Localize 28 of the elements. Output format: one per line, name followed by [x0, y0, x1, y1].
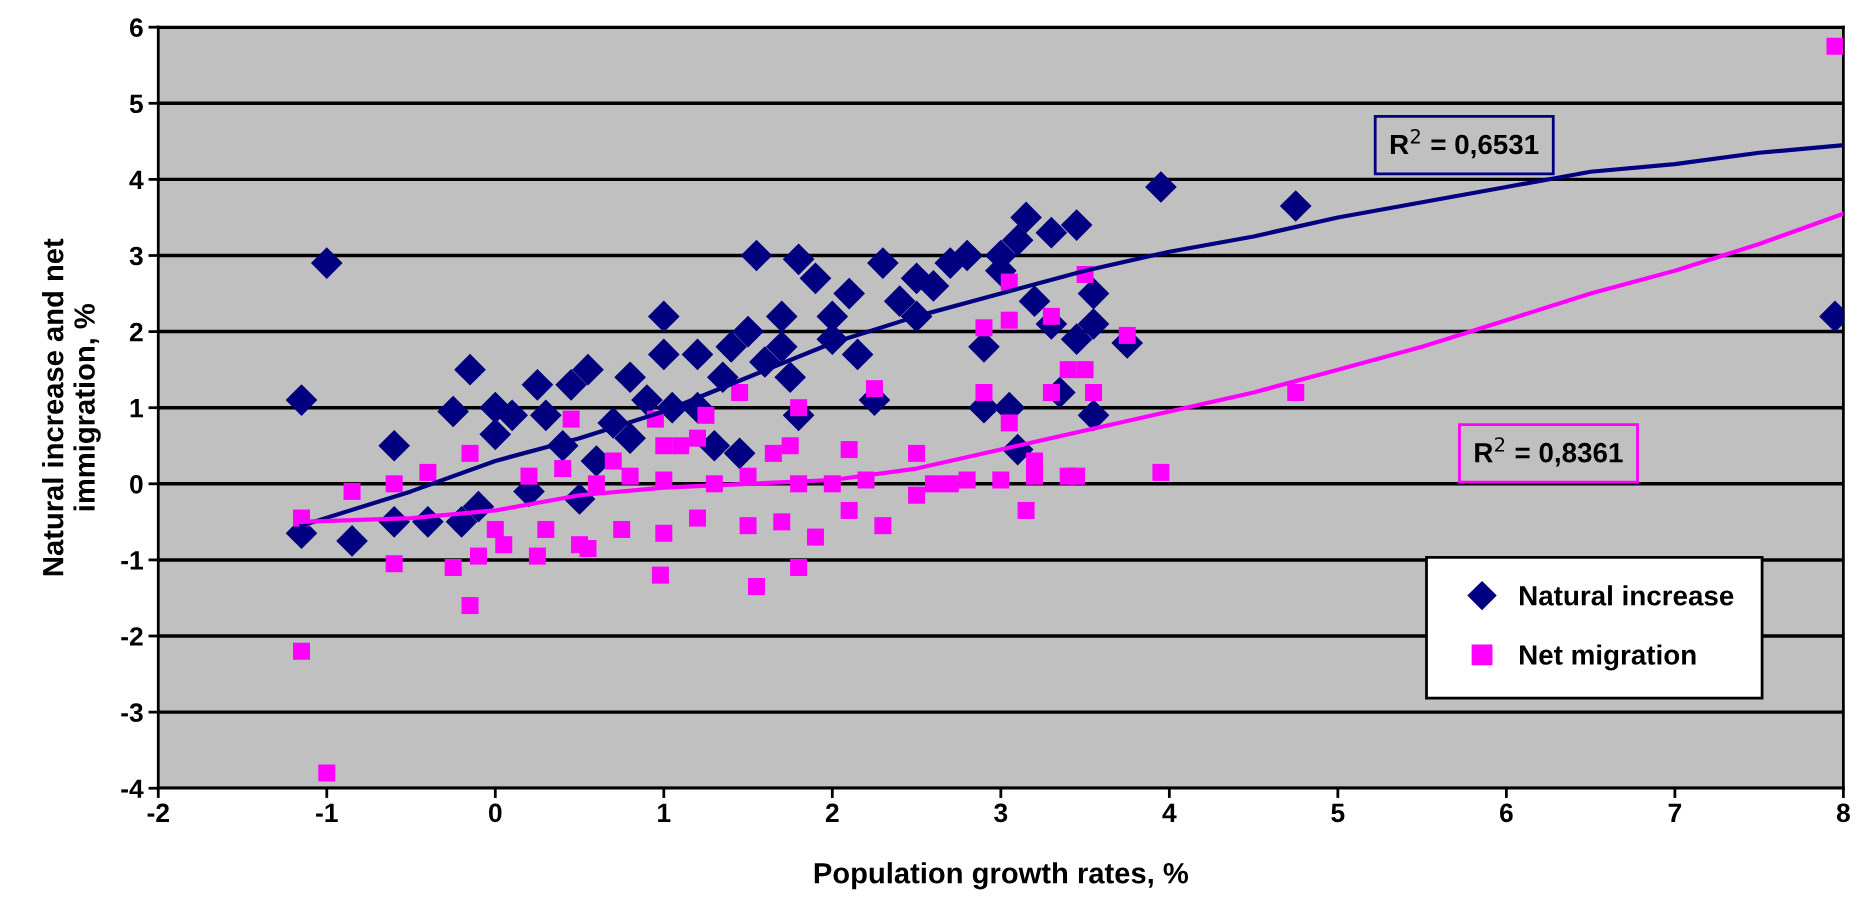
y-tick-label: 5 [129, 94, 143, 114]
x-tick-label: 1 [658, 803, 671, 822]
y-tick-label: 6 [129, 18, 143, 37]
legend-label: Net migration [1520, 644, 1696, 671]
x-tick-label: 8 [1836, 803, 1850, 823]
y-tick-label: 4 [129, 170, 144, 189]
y-tick-label: -4 [121, 779, 144, 798]
x-tick-label: 5 [1331, 803, 1345, 823]
x-tick-label: 6 [1499, 803, 1513, 823]
x-tick-label: 3 [994, 803, 1008, 823]
y-tick-label: -1 [121, 551, 143, 570]
x-tick-label: 2 [825, 803, 839, 822]
y-tick-label: 1 [130, 399, 143, 418]
y-tick-label: 3 [129, 246, 143, 266]
annotation: R$^{2}$ = 0,8361 [1475, 437, 1623, 467]
annotation: R$^{2}$ = 0,6531 [1390, 128, 1539, 159]
x-tick-label: 0 [489, 803, 502, 823]
y-tick-label: -2 [121, 627, 143, 646]
y-tick-label: 2 [129, 322, 143, 342]
x-tick-label: 4 [1162, 803, 1177, 822]
legend-label: Natural increase [1520, 585, 1734, 606]
x-tick-label: -1 [316, 803, 338, 822]
y-axis-title: Natural increase and net immigration, % [42, 238, 101, 576]
y-tick-label: -3 [121, 703, 143, 722]
y-tick-label: 0 [130, 474, 143, 494]
x-tick-label: -2 [147, 803, 169, 822]
x-axis-title: Population growth rates, % [814, 862, 1189, 890]
x-tick-label: 7 [1668, 803, 1682, 822]
